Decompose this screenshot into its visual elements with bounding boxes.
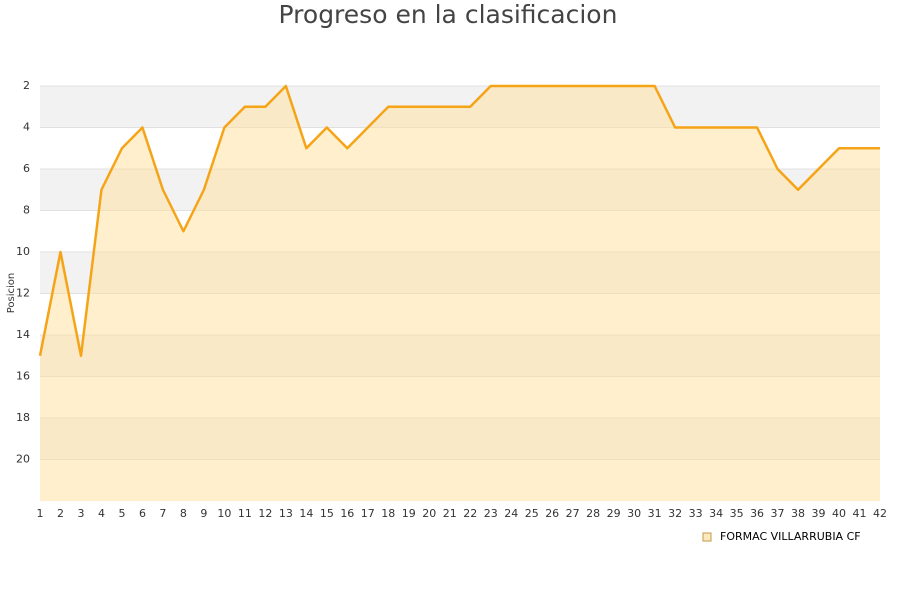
x-tick-label: 22 xyxy=(463,507,477,520)
x-tick-label: 7 xyxy=(159,507,166,520)
x-tick-label: 35 xyxy=(730,507,744,520)
x-tick-label: 32 xyxy=(668,507,682,520)
x-tick-label: 14 xyxy=(299,507,313,520)
x-tick-label: 1 xyxy=(37,507,44,520)
x-tick-label: 31 xyxy=(648,507,662,520)
area xyxy=(40,86,880,501)
x-tick-label: 29 xyxy=(607,507,621,520)
x-tick-label: 26 xyxy=(545,507,559,520)
x-tick-label: 12 xyxy=(258,507,272,520)
chart-title: Progreso en la clasificacion xyxy=(279,0,618,29)
x-tick-label: 36 xyxy=(750,507,764,520)
line xyxy=(38,84,880,357)
x-tick-label: 2 xyxy=(57,507,64,520)
x-tick-label: 8 xyxy=(180,507,187,520)
y-tick-label: 8 xyxy=(23,204,30,217)
y-tick-label: 10 xyxy=(16,245,30,258)
x-tick-label: 40 xyxy=(832,507,846,520)
y-tick-label: 20 xyxy=(16,453,30,466)
x-tick-label: 38 xyxy=(791,507,805,520)
y-tick-label: 14 xyxy=(16,328,30,341)
x-tick-label: 15 xyxy=(320,507,334,520)
x-tick-label: 30 xyxy=(627,507,641,520)
x-tick-label: 10 xyxy=(217,507,231,520)
x-tick-label: 19 xyxy=(402,507,416,520)
x-tick-label: 23 xyxy=(484,507,498,520)
x-tick-label: 39 xyxy=(812,507,826,520)
x-tick-label: 17 xyxy=(361,507,375,520)
x-tick-label: 4 xyxy=(98,507,105,520)
y-tick-label: 4 xyxy=(23,121,30,134)
y-axis-label: Posicion xyxy=(6,273,17,314)
x-tick-label: 28 xyxy=(586,507,600,520)
x-tick-label: 27 xyxy=(566,507,580,520)
x-tick-label: 41 xyxy=(853,507,867,520)
y-tick-label: 6 xyxy=(23,162,30,175)
x-tick-label: 42 xyxy=(873,507,887,520)
x-tick-label: 33 xyxy=(689,507,703,520)
x-tick-label: 3 xyxy=(77,507,84,520)
x-tick-label: 6 xyxy=(139,507,146,520)
x-tick-label: 25 xyxy=(525,507,539,520)
x-tick-label: 11 xyxy=(238,507,252,520)
y-tick-label: 12 xyxy=(16,287,30,300)
y-tick-label: 2 xyxy=(23,79,30,92)
y-tick-label: 18 xyxy=(16,411,30,424)
x-tick-label: 13 xyxy=(279,507,293,520)
x-tick-label: 20 xyxy=(422,507,436,520)
x-tick-label: 9 xyxy=(200,507,207,520)
x-tick-label: 24 xyxy=(504,507,518,520)
x-tick-label: 18 xyxy=(381,507,395,520)
y-tick-label: 16 xyxy=(16,370,30,383)
x-tick-label: 16 xyxy=(340,507,354,520)
x-tick-label: 5 xyxy=(118,507,125,520)
legend-label: FORMAC VILLARRUBIA CF xyxy=(720,530,861,543)
x-tick-label: 21 xyxy=(443,507,457,520)
legend-swatch xyxy=(702,532,712,542)
x-tick-label: 37 xyxy=(771,507,785,520)
x-tick-label: 34 xyxy=(709,507,723,520)
